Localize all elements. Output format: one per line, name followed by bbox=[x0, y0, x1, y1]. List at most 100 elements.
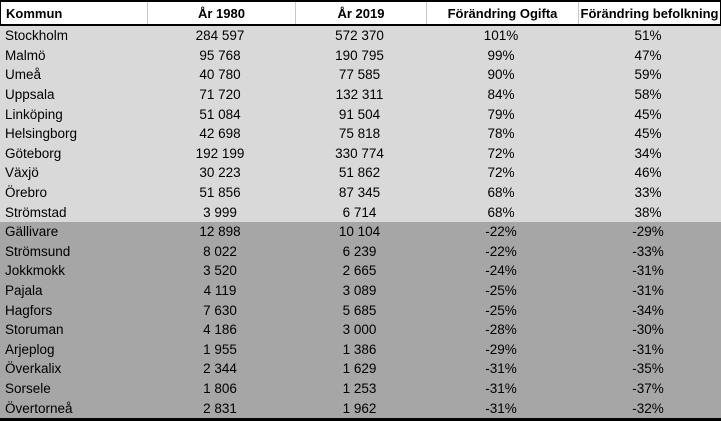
forandring-befolkning-cell[interactable]: 46% bbox=[634, 165, 662, 181]
forandring-befolkning-cell[interactable]: 47% bbox=[634, 47, 662, 63]
kommun-cell[interactable]: Växjö bbox=[5, 165, 39, 181]
forandring-befolkning-cell[interactable]: -35% bbox=[632, 361, 664, 377]
forandring-befolkning-cell[interactable]: -31% bbox=[632, 341, 664, 357]
forandring-ogifta-cell[interactable]: -31% bbox=[485, 400, 517, 416]
ar-2019-cell[interactable]: 51 862 bbox=[338, 165, 381, 181]
ar-2019-cell[interactable]: 330 774 bbox=[335, 145, 384, 161]
forandring-ogifta-cell[interactable]: 99% bbox=[487, 47, 515, 63]
forandring-befolkning-cell[interactable]: 34% bbox=[634, 145, 662, 161]
kommun-cell[interactable]: Umeå bbox=[5, 67, 42, 83]
kommun-cell[interactable]: Strömsund bbox=[5, 243, 71, 259]
kommun-cell[interactable]: Sorsele bbox=[5, 380, 51, 396]
forandring-befolkning-cell[interactable]: -31% bbox=[632, 283, 664, 299]
ar-1980-cell[interactable]: 30 223 bbox=[199, 165, 241, 181]
forandring-befolkning-cell[interactable]: -37% bbox=[632, 380, 664, 396]
forandring-ogifta-cell[interactable]: -24% bbox=[485, 263, 517, 279]
ar-2019-cell[interactable]: 87 345 bbox=[338, 185, 381, 201]
forandring-befolkning-cell[interactable]: 58% bbox=[634, 87, 662, 103]
ar-2019-cell[interactable]: 190 795 bbox=[335, 47, 384, 63]
ar-1980-cell[interactable]: 7 630 bbox=[203, 302, 237, 318]
kommun-cell[interactable]: Överkalix bbox=[5, 361, 62, 377]
ar-1980-cell[interactable]: 12 898 bbox=[199, 224, 241, 240]
forandring-ogifta-cell[interactable]: 72% bbox=[487, 145, 515, 161]
ar-1980-cell[interactable]: 42 698 bbox=[199, 126, 241, 142]
kommun-cell[interactable]: Stockholm bbox=[5, 28, 69, 44]
forandring-befolkning-cell[interactable]: -30% bbox=[632, 322, 664, 338]
ar-2019-cell[interactable]: 77 585 bbox=[338, 67, 381, 83]
ar-2019-cell[interactable]: 91 504 bbox=[338, 106, 381, 122]
ar-2019-cell[interactable]: 75 818 bbox=[338, 126, 381, 142]
kommun-cell[interactable]: Storuman bbox=[5, 322, 64, 338]
ar-1980-cell[interactable]: 2 831 bbox=[203, 400, 237, 416]
column-header-forandring-befolkning[interactable]: Förändring befolkning bbox=[578, 2, 720, 24]
forandring-befolkning-cell[interactable]: -31% bbox=[632, 263, 664, 279]
ar-2019-cell[interactable]: 3 000 bbox=[342, 322, 377, 338]
forandring-ogifta-cell[interactable]: -31% bbox=[485, 380, 517, 396]
forandring-befolkning-cell[interactable]: -29% bbox=[632, 224, 664, 240]
forandring-ogifta-cell[interactable]: 79% bbox=[487, 106, 515, 122]
kommun-cell[interactable]: Hagfors bbox=[5, 302, 53, 318]
forandring-ogifta-cell[interactable]: 72% bbox=[487, 165, 515, 181]
ar-1980-cell[interactable]: 3 999 bbox=[203, 204, 237, 220]
column-header-ar-1980[interactable]: År 1980 bbox=[147, 2, 295, 24]
forandring-ogifta-cell[interactable]: -25% bbox=[485, 283, 517, 299]
ar-1980-cell[interactable]: 51 856 bbox=[199, 185, 241, 201]
forandring-ogifta-cell[interactable]: -29% bbox=[485, 341, 517, 357]
forandring-ogifta-cell[interactable]: 101% bbox=[483, 28, 519, 44]
forandring-ogifta-cell[interactable]: -28% bbox=[485, 322, 517, 338]
ar-2019-cell[interactable]: 1 253 bbox=[342, 380, 377, 396]
ar-1980-cell[interactable]: 71 720 bbox=[199, 87, 241, 103]
forandring-ogifta-cell[interactable]: -22% bbox=[485, 243, 517, 259]
kommun-cell[interactable]: Pajala bbox=[5, 283, 43, 299]
forandring-befolkning-cell[interactable]: -33% bbox=[632, 243, 664, 259]
kommun-cell[interactable]: Gällivare bbox=[5, 224, 59, 240]
forandring-befolkning-cell[interactable]: 51% bbox=[634, 28, 662, 44]
ar-1980-cell[interactable]: 8 022 bbox=[203, 243, 237, 259]
forandring-befolkning-cell[interactable]: 38% bbox=[634, 204, 662, 220]
forandring-ogifta-cell[interactable]: 90% bbox=[487, 67, 515, 83]
ar-2019-cell[interactable]: 2 665 bbox=[342, 263, 377, 279]
kommun-cell[interactable]: Örebro bbox=[5, 185, 48, 201]
ar-2019-cell[interactable]: 1 629 bbox=[342, 361, 377, 377]
kommun-cell[interactable]: Uppsala bbox=[5, 87, 55, 103]
ar-2019-cell[interactable]: 6 239 bbox=[342, 243, 377, 259]
ar-1980-cell[interactable]: 51 084 bbox=[199, 106, 241, 122]
forandring-ogifta-cell[interactable]: -22% bbox=[485, 224, 517, 240]
ar-2019-cell[interactable]: 572 370 bbox=[335, 28, 384, 44]
kommun-cell[interactable]: Arjeplog bbox=[5, 341, 55, 357]
forandring-befolkning-cell[interactable]: 59% bbox=[634, 67, 662, 83]
ar-2019-cell[interactable]: 1 962 bbox=[342, 400, 377, 416]
forandring-befolkning-cell[interactable]: 45% bbox=[634, 106, 662, 122]
kommun-cell[interactable]: Helsingborg bbox=[5, 126, 78, 142]
kommun-cell[interactable]: Övertorneå bbox=[5, 400, 73, 416]
ar-1980-cell[interactable]: 1 806 bbox=[203, 380, 237, 396]
forandring-befolkning-cell[interactable]: -34% bbox=[632, 302, 664, 318]
kommun-cell[interactable]: Linköping bbox=[5, 106, 63, 122]
kommun-cell[interactable]: Malmö bbox=[5, 47, 46, 63]
ar-1980-cell[interactable]: 3 520 bbox=[203, 263, 237, 279]
forandring-ogifta-cell[interactable]: 68% bbox=[487, 185, 515, 201]
forandring-ogifta-cell[interactable]: 68% bbox=[487, 204, 515, 220]
ar-2019-cell[interactable]: 3 089 bbox=[342, 283, 377, 299]
ar-2019-cell[interactable]: 132 311 bbox=[335, 87, 384, 103]
ar-1980-cell[interactable]: 1 955 bbox=[203, 341, 237, 357]
ar-1980-cell[interactable]: 40 780 bbox=[199, 67, 241, 83]
ar-2019-cell[interactable]: 5 685 bbox=[342, 302, 377, 318]
ar-1980-cell[interactable]: 284 597 bbox=[195, 28, 245, 44]
ar-2019-cell[interactable]: 10 104 bbox=[338, 224, 381, 240]
kommun-cell[interactable]: Göteborg bbox=[5, 145, 62, 161]
ar-1980-cell[interactable]: 4 119 bbox=[203, 283, 237, 299]
column-header-kommun[interactable]: Kommun bbox=[6, 5, 63, 21]
forandring-ogifta-cell[interactable]: 84% bbox=[487, 87, 515, 103]
ar-1980-cell[interactable]: 95 768 bbox=[199, 47, 241, 63]
forandring-befolkning-cell[interactable]: 33% bbox=[634, 185, 662, 201]
forandring-ogifta-cell[interactable]: -31% bbox=[485, 361, 517, 377]
ar-1980-cell[interactable]: 2 344 bbox=[203, 361, 237, 377]
column-header-ar-2019[interactable]: År 2019 bbox=[295, 2, 426, 24]
forandring-befolkning-cell[interactable]: -32% bbox=[632, 400, 664, 416]
kommun-cell[interactable]: Jokkmokk bbox=[5, 263, 66, 279]
ar-2019-cell[interactable]: 1 386 bbox=[342, 341, 377, 357]
ar-2019-cell[interactable]: 6 714 bbox=[342, 204, 377, 220]
column-header-forandring-ogifta[interactable]: Förändring Ogifta bbox=[426, 2, 578, 24]
kommun-cell[interactable]: Strömstad bbox=[5, 204, 67, 220]
